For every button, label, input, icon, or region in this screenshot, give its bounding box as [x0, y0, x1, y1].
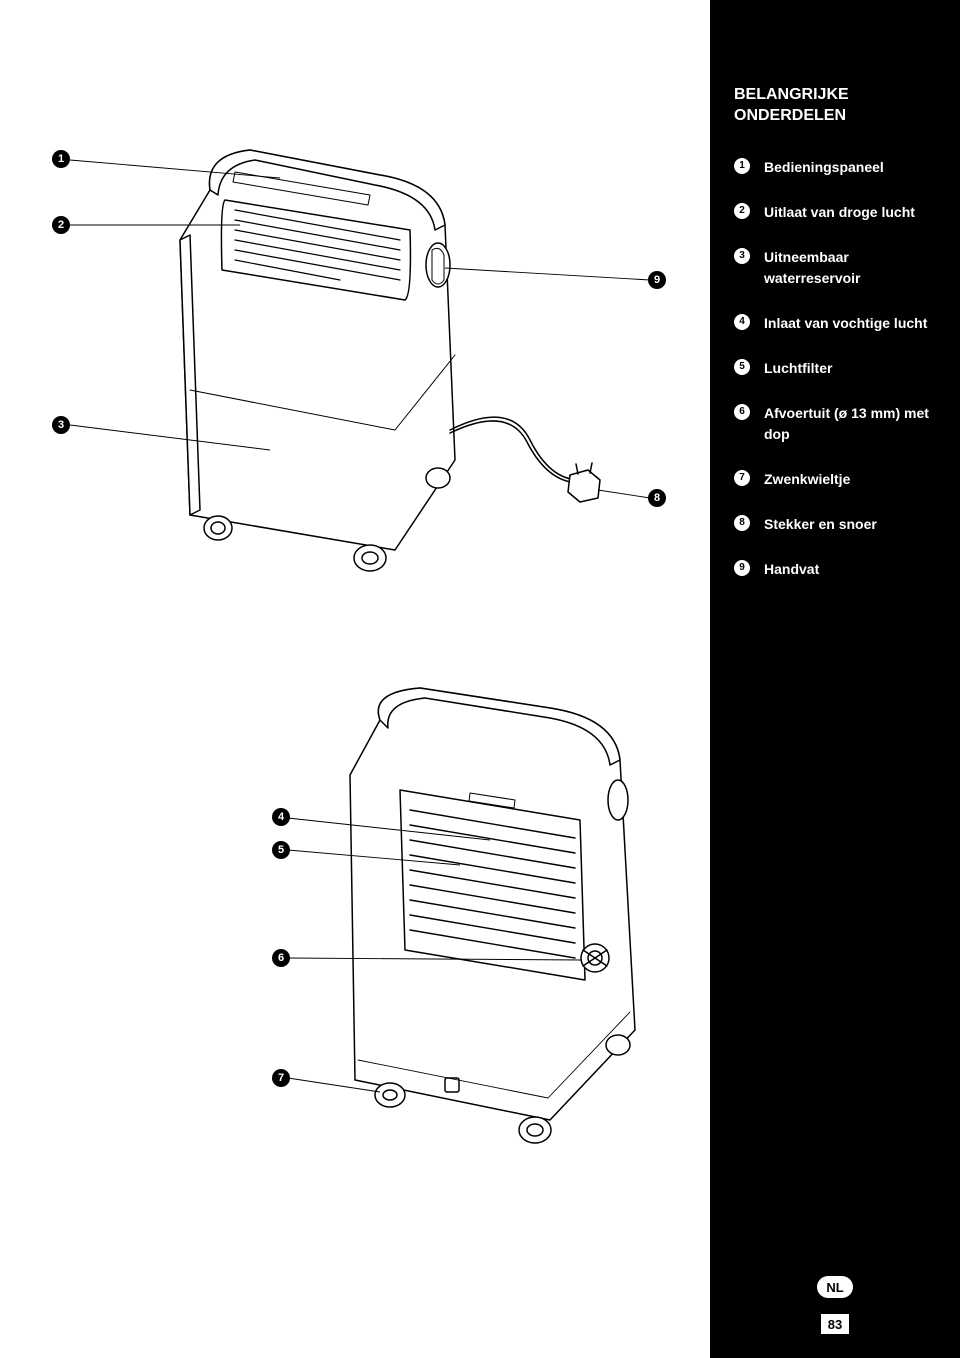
bullet-4: 4: [734, 314, 750, 330]
callout-5: 5: [272, 841, 290, 859]
legend-item: 1 Bedieningspaneel: [734, 157, 940, 178]
sidebar-title: BELANGRIJKE ONDERDELEN: [734, 85, 940, 127]
legend-label-4: Inlaat van vochtige lucht: [764, 313, 927, 334]
legend-label-6: Afvoertuit (ø 13 mm) met dop: [764, 403, 940, 445]
bullet-7: 7: [734, 470, 750, 486]
sidebar: BELANGRIJKE ONDERDELEN 1 Bedieningspanee…: [710, 0, 960, 1358]
callout-1: 1: [52, 150, 70, 168]
legend-label-7: Zwenkwieltje: [764, 469, 850, 490]
bullet-5: 5: [734, 359, 750, 375]
legend-label-3: Uitneembaar waterreservoir: [764, 247, 940, 289]
diagram-area: 1 2 3 9 8: [0, 0, 710, 1358]
legend-label-1: Bedieningspaneel: [764, 157, 884, 178]
legend-item: 5 Luchtfilter: [734, 358, 940, 379]
legend-item: 7 Zwenkwieltje: [734, 469, 940, 490]
bullet-1: 1: [734, 158, 750, 174]
page-number: 83: [821, 1314, 849, 1334]
legend-item: 9 Handvat: [734, 559, 940, 580]
figure-front: [40, 130, 680, 610]
legend-item: 8 Stekker en snoer: [734, 514, 940, 535]
bullet-6: 6: [734, 404, 750, 420]
title-line2: ONDERDELEN: [734, 107, 846, 124]
legend-label-8: Stekker en snoer: [764, 514, 877, 535]
manual-page: 1 2 3 9 8: [0, 0, 960, 1358]
callout-3: 3: [52, 416, 70, 434]
bullet-3: 3: [734, 248, 750, 264]
callout-2: 2: [52, 216, 70, 234]
callout-8: 8: [648, 489, 666, 507]
legend-item: 6 Afvoertuit (ø 13 mm) met dop: [734, 403, 940, 445]
legend-item: 3 Uitneembaar waterreservoir: [734, 247, 940, 289]
legend-label-9: Handvat: [764, 559, 819, 580]
legend-item: 4 Inlaat van vochtige lucht: [734, 313, 940, 334]
callout-9: 9: [648, 271, 666, 289]
bullet-8: 8: [734, 515, 750, 531]
callout-7: 7: [272, 1069, 290, 1087]
callout-6: 6: [272, 949, 290, 967]
language-badge: NL: [817, 1276, 853, 1298]
figure-rear: [250, 680, 690, 1160]
legend-item: 2 Uitlaat van droge lucht: [734, 202, 940, 223]
legend-label-2: Uitlaat van droge lucht: [764, 202, 915, 223]
callout-4: 4: [272, 808, 290, 826]
title-line1: BELANGRIJKE: [734, 86, 849, 103]
bullet-2: 2: [734, 203, 750, 219]
bullet-9: 9: [734, 560, 750, 576]
legend-label-5: Luchtfilter: [764, 358, 832, 379]
